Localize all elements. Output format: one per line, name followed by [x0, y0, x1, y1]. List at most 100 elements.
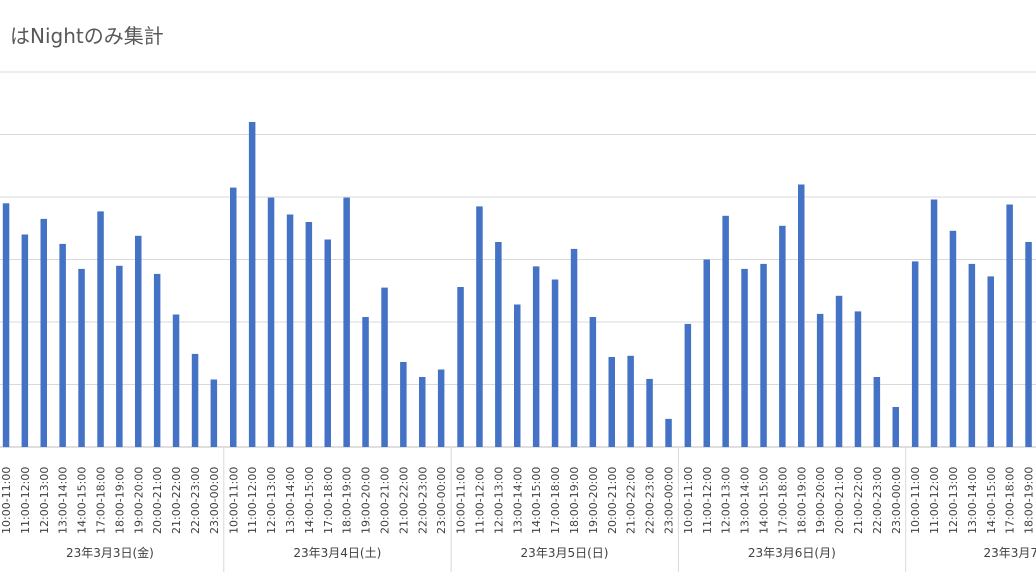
- bar: [646, 378, 653, 447]
- bar: [968, 263, 976, 447]
- x-tick-label: 20:00-21:00: [833, 467, 846, 534]
- bar: [892, 407, 899, 447]
- bar: [476, 206, 483, 447]
- bar: [135, 235, 142, 448]
- x-tick-label: 22:00-23:00: [189, 467, 202, 534]
- group-label: 23年3月6日(月): [748, 546, 836, 560]
- x-tick-label: 12:00-13:00: [720, 467, 733, 534]
- bar: [2, 203, 10, 448]
- bar: [949, 230, 957, 448]
- bar: [324, 239, 331, 447]
- x-tick-label: 11:00-12:00: [928, 467, 941, 534]
- bar: [665, 418, 672, 447]
- bar: [570, 248, 578, 447]
- bar: [551, 279, 559, 447]
- bar: [779, 225, 786, 448]
- bar: [722, 215, 729, 448]
- bar: [210, 379, 218, 447]
- bar: [153, 273, 161, 447]
- group-label: 23年3月3日(金): [66, 545, 154, 560]
- bar: [40, 218, 47, 447]
- x-tick-label: 23:00-00:00: [663, 467, 676, 534]
- bar: [457, 287, 464, 447]
- group-label: 23年3月5日(日): [521, 546, 609, 560]
- bar: [911, 261, 919, 447]
- bar: [835, 295, 843, 448]
- bar: [172, 314, 180, 447]
- group-label: 23年3月4日(土): [293, 546, 381, 560]
- bar: [286, 214, 294, 447]
- x-tick-label: 22:00-23:00: [644, 467, 657, 534]
- x-tick-label: 13:00-14:00: [511, 467, 524, 534]
- chart-title: ）はNightのみ集計: [0, 24, 164, 48]
- bar: [816, 313, 824, 447]
- bar: [608, 357, 615, 447]
- x-tick-label: 12:00-13:00: [38, 467, 51, 534]
- x-tick-label: 13:00-14:00: [739, 467, 752, 534]
- bar: [627, 355, 634, 448]
- bar: [1006, 204, 1013, 447]
- bar: [495, 242, 502, 447]
- x-tick-label: 14:00-15:00: [303, 467, 316, 534]
- group-labels: 23年3月3日(金) 23年3月4日(土) 23年3月5日(日) 23年3月6日(月)…: [66, 447, 1036, 572]
- bar: [930, 199, 938, 447]
- bar: [78, 268, 85, 447]
- x-tick-label: 20:00-21:00: [151, 467, 164, 534]
- x-tick-label: 20:00-21:00: [379, 467, 392, 534]
- bar: [1025, 242, 1032, 447]
- bar: [381, 287, 388, 447]
- bar: [873, 377, 881, 447]
- x-tick-label: 18:00-19:00: [341, 467, 354, 534]
- bar: [343, 197, 350, 447]
- x-tick-label: 10:00-11:00: [227, 467, 240, 534]
- x-tick-label: 13:00-14:00: [57, 467, 70, 534]
- x-tick-label: 17:00-18:00: [776, 467, 789, 534]
- x-tick-label: 21:00-22:00: [170, 467, 183, 534]
- x-tick-label: 19:00-20:00: [814, 467, 827, 534]
- bar: [741, 268, 748, 447]
- x-tick-label: 22:00-23:00: [871, 467, 884, 534]
- x-tick-label: 19:00-20:00: [132, 467, 145, 534]
- x-tick-label: 18:00-19:00: [1023, 467, 1036, 534]
- x-tick-label: 19:00-20:00: [360, 467, 373, 534]
- x-tick-labels: 10:00-11:00 11:00-12:00 12:00-13:00 13:00-1…: [0, 467, 1036, 534]
- x-tick-label: 18:00-19:00: [113, 467, 126, 534]
- x-tick-label: 18:00-19:00: [568, 467, 581, 534]
- x-tick-label: 14:00-15:00: [530, 467, 543, 534]
- bar: [589, 317, 597, 447]
- bar: [419, 377, 426, 447]
- bar: [230, 187, 237, 447]
- x-tick-label: 13:00-14:00: [966, 467, 979, 534]
- bar: [703, 259, 710, 447]
- x-tick-label: 21:00-22:00: [397, 467, 410, 534]
- x-tick-label: 21:00-22:00: [852, 467, 865, 534]
- x-tick-label: 13:00-14:00: [284, 467, 297, 534]
- x-tick-label: 14:00-15:00: [758, 467, 771, 534]
- x-tick-label: 11:00-12:00: [701, 467, 714, 534]
- x-tick-label: 11:00-12:00: [246, 467, 259, 534]
- bar: [760, 263, 767, 447]
- x-tick-label: 23:00-00:00: [435, 467, 448, 534]
- bars: [2, 122, 1032, 448]
- x-tick-label: 12:00-13:00: [265, 467, 278, 534]
- x-tick-label: 17:00-18:00: [1004, 467, 1017, 534]
- bar: [97, 211, 104, 447]
- bar: [987, 276, 994, 447]
- bar: [437, 369, 445, 447]
- x-tick-label: 11:00-12:00: [474, 467, 487, 534]
- bar: [248, 122, 256, 447]
- x-tick-label: 17:00-18:00: [95, 467, 108, 534]
- x-tick-label: 17:00-18:00: [549, 467, 562, 534]
- bar: [798, 184, 805, 447]
- x-tick-label: 22:00-23:00: [416, 467, 429, 534]
- x-tick-label: 23:00-00:00: [890, 467, 903, 534]
- x-tick-label: 20:00-21:00: [606, 467, 619, 534]
- x-tick-label: 14:00-15:00: [985, 467, 998, 534]
- bar: [267, 197, 275, 447]
- x-tick-label: 10:00-11:00: [455, 467, 468, 534]
- group-label: 23年3月7日(: [983, 546, 1036, 560]
- bar: [400, 362, 407, 447]
- x-tick-label: 12:00-13:00: [947, 467, 960, 534]
- x-tick-label: 19:00-20:00: [587, 467, 600, 534]
